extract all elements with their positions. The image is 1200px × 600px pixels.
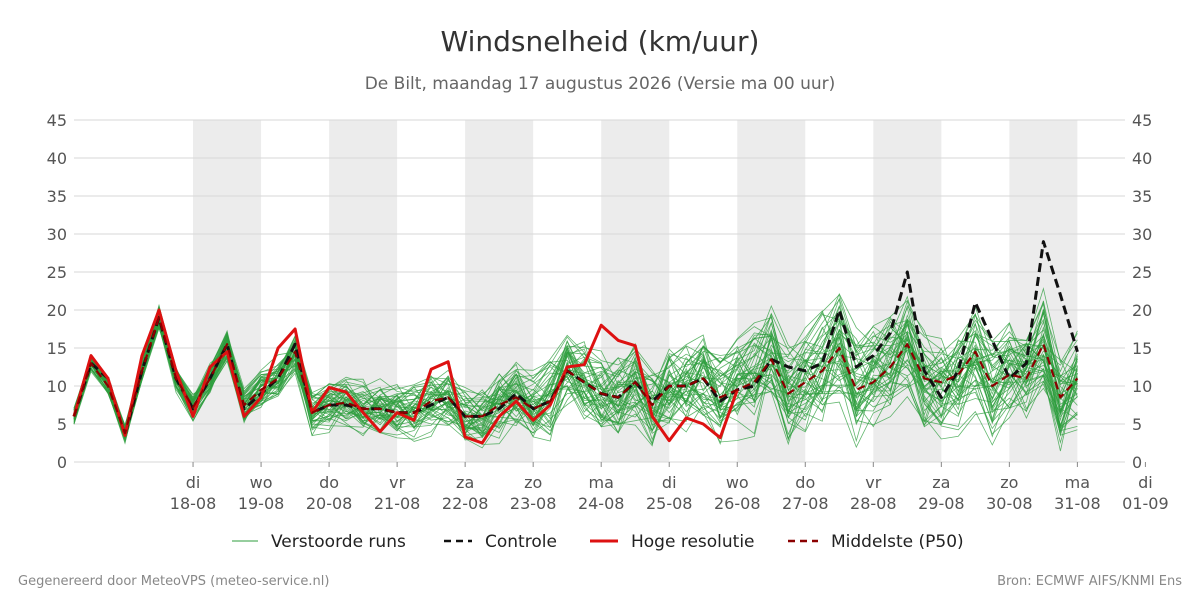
x-tick-day: za <box>456 473 474 492</box>
y-tick-label: 10 <box>47 377 67 396</box>
y-tick-label: 0 <box>57 453 67 472</box>
legend-label-hoge-resolutie: Hoge resolutie <box>631 532 755 552</box>
x-tick-date: 31-08 <box>1054 494 1101 513</box>
x-tick-day: ma <box>1065 473 1090 492</box>
shaded-day-band <box>601 120 670 462</box>
ensemble-run-line <box>73 304 1078 440</box>
x-tick-date: 26-08 <box>714 494 761 513</box>
y-tick-label: 45 <box>47 111 67 130</box>
x-tick-day: vr <box>865 473 881 492</box>
y-tick-label: 35 <box>47 187 67 206</box>
x-tick-date: 27-08 <box>782 494 829 513</box>
x-tick-date: 30-08 <box>986 494 1033 513</box>
x-tick-date: 29-08 <box>918 494 965 513</box>
x-tick-date: 23-08 <box>510 494 557 513</box>
x-tick-day: zo <box>524 473 542 492</box>
x-tick-date: 28-08 <box>850 494 897 513</box>
y-tick-label-right: 45 <box>1132 111 1152 130</box>
ensemble-run-line <box>73 315 1078 435</box>
main-series-lines <box>72 240 1079 445</box>
x-tick-date: 01-09 <box>1122 494 1169 513</box>
x-tick-day: ma <box>589 473 614 492</box>
chart-subtitle: De Bilt, maandag 17 augustus 2026 (Versi… <box>365 74 836 94</box>
x-tick-date: 22-08 <box>442 494 489 513</box>
x-tick-day: wo <box>726 473 749 492</box>
footer-source: Bron: ECMWF AIFS/KNMI Ens <box>997 574 1182 589</box>
x-tick-day: zo <box>1000 473 1018 492</box>
x-tick-day: do <box>795 473 815 492</box>
legend-label-controle: Controle <box>485 532 557 552</box>
x-tick-day: vr <box>389 473 405 492</box>
y-tick-label: 15 <box>47 339 67 358</box>
x-tick-date: 24-08 <box>578 494 625 513</box>
x-tick-day: di <box>662 473 677 492</box>
p50-line <box>72 316 1079 435</box>
y-axis-right-ticks: 0 5 10 15 20 25 30 35 40 45 <box>1132 111 1152 472</box>
legend-label-ensemble: Verstoorde runs <box>271 532 406 552</box>
y-tick-label: 5 <box>57 415 67 434</box>
x-tick-day: za <box>932 473 950 492</box>
controle-line <box>72 240 1079 437</box>
chart-legend: Verstoorde runs Controle Hoge resolutie Mid… <box>232 532 964 552</box>
x-tick-date: 20-08 <box>306 494 353 513</box>
shaded-day-band <box>737 120 806 462</box>
chart-title: Windsnelheid (km/uur) <box>441 25 760 58</box>
y-tick-label-right: 40 <box>1132 149 1152 168</box>
y-axis-left-ticks: 0 5 10 15 20 25 30 35 40 45 <box>47 111 67 472</box>
y-tick-label-right: 25 <box>1132 263 1152 282</box>
y-tick-label: 30 <box>47 225 67 244</box>
y-tick-label-right: 20 <box>1132 301 1152 320</box>
x-tick-day: di <box>186 473 201 492</box>
x-tick-date: 25-08 <box>646 494 693 513</box>
y-tick-label-right: 5 <box>1132 415 1142 434</box>
x-tick-day: do <box>319 473 339 492</box>
y-tick-label-right: 15 <box>1132 339 1152 358</box>
y-tick-label-right: 0 <box>1132 453 1142 472</box>
x-tick-day: wo <box>250 473 273 492</box>
y-tick-label-right: 10 <box>1132 377 1152 396</box>
weekday-shading <box>193 120 1078 462</box>
shaded-day-band <box>1009 120 1078 462</box>
ensemble-run-line <box>73 316 1078 446</box>
y-tick-label: 40 <box>47 149 67 168</box>
x-tick-day: di <box>1138 473 1153 492</box>
y-tick-label: 25 <box>47 263 67 282</box>
x-tick-date: 18-08 <box>170 494 217 513</box>
ensemble-run-line <box>73 310 1078 438</box>
legend-label-p50: Middelste (P50) <box>831 532 964 552</box>
hoge-resolutie-line <box>72 308 739 445</box>
x-tick-date: 21-08 <box>374 494 421 513</box>
x-tick-date: 19-08 <box>238 494 285 513</box>
y-tick-label: 20 <box>47 301 67 320</box>
x-axis-ticks: di 18-08 wo 19-08 do 20-08 vr 21-08 za 22-08 zo 23-… <box>170 462 1169 513</box>
y-tick-label-right: 30 <box>1132 225 1152 244</box>
y-tick-label-right: 35 <box>1132 187 1152 206</box>
footer-generated-by: Gegenereerd door MeteoVPS (meteo-service… <box>18 574 329 589</box>
